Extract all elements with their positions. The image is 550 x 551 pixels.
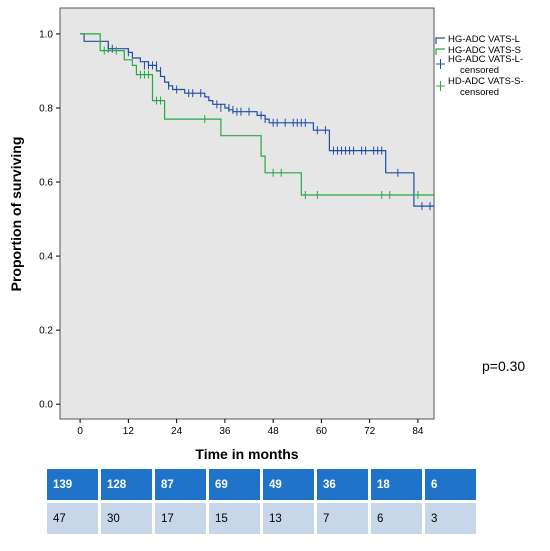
risk-row-vats-l: 139 128 87 69 49 36 18 6: [47, 469, 476, 500]
y-tick-label: 0.6: [39, 178, 53, 189]
x-tick-label: 84: [412, 426, 424, 437]
survival-line-vats-s: [80, 33, 434, 196]
y-tick-label: 1.0: [39, 29, 53, 40]
legend-label: HG-ADC VATS-L-: [448, 54, 523, 65]
x-tick-label: 0: [77, 426, 83, 437]
risk-cell: 36: [317, 469, 368, 500]
risk-cell: 17: [155, 503, 206, 534]
x-axis-title: Time in months: [195, 446, 298, 462]
risk-cell: 18: [371, 469, 422, 500]
risk-cell: 7: [317, 503, 368, 534]
x-tick-label: 36: [219, 426, 231, 437]
y-tick-label: 0.2: [39, 326, 53, 337]
risk-row-vats-s: 47 30 17 15 13 7 6 3: [47, 503, 476, 534]
legend-label: censored: [460, 87, 499, 98]
y-tick-label: 0.8: [39, 103, 53, 114]
risk-cell: 3: [425, 503, 476, 534]
risk-cell: 139: [47, 469, 98, 500]
risk-cell: 47: [47, 503, 98, 534]
legend-line-icon: [435, 48, 445, 55]
plot-background: [59, 7, 435, 420]
x-tick-label: 12: [123, 426, 135, 437]
risk-cell: 6: [371, 503, 422, 534]
risk-cell: 13: [263, 503, 314, 534]
legend: HG-ADC VATS-LHG-ADC VATS-SHG-ADC VATS-L-…: [435, 34, 524, 98]
risk-cell: 69: [209, 469, 260, 500]
x-tick-label: 48: [268, 426, 280, 437]
risk-cell: 87: [155, 469, 206, 500]
p-value-annotation: p=0.30: [482, 358, 525, 374]
risk-cell: 15: [209, 503, 260, 534]
risk-cell: 128: [101, 469, 152, 500]
axes: 0 12 24 36 48 60 72 84 0.0 0.2 0.4 0.6 0.8 1.0: [39, 29, 424, 437]
y-tick-label: 0.4: [39, 252, 53, 263]
legend-label: censored: [460, 65, 499, 76]
legend-label: HD-ADC VATS-S-: [448, 76, 524, 87]
survival-line-vats-l: [80, 33, 434, 207]
y-tick-label: 0.0: [39, 400, 53, 411]
legend-line-icon: [435, 37, 445, 44]
legend-label: HG-ADC VATS-S: [448, 45, 521, 56]
y-axis-title: Proportion of surviving: [8, 137, 24, 292]
risk-cell: 6: [425, 469, 476, 500]
x-tick-label: 24: [171, 426, 183, 437]
x-tick-label: 72: [364, 426, 376, 437]
survival-curves: [80, 33, 434, 211]
risk-table: 139 128 87 69 49 36 18 6 47 30 17 15 13 …: [44, 466, 479, 537]
legend-label: HG-ADC VATS-L: [448, 34, 520, 45]
risk-cell: 30: [101, 503, 152, 534]
risk-cell: 49: [263, 469, 314, 500]
x-tick-label: 60: [316, 426, 328, 437]
survival-chart: 0 12 24 36 48 60 72 84 0.0 0.2 0.4 0.6 0.8 1.0 Time i…: [8, 7, 525, 462]
